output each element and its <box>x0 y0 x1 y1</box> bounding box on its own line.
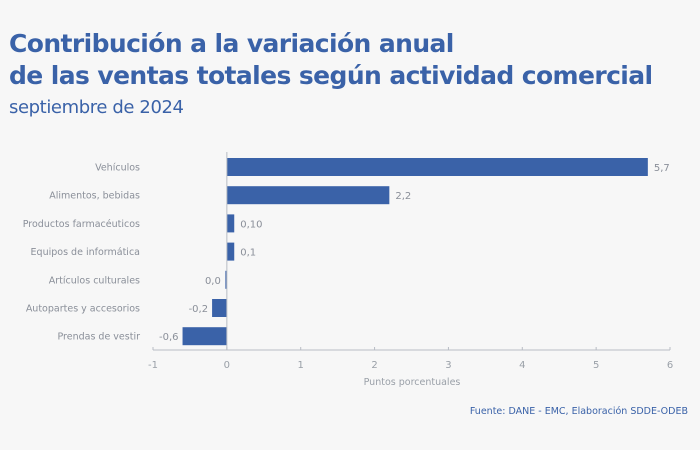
bar <box>182 327 227 346</box>
x-tick-label: 3 <box>445 360 451 371</box>
category-label: Autopartes y accesorios <box>26 304 140 315</box>
value-label: 2,2 <box>395 191 411 202</box>
category-label: Prendas de vestir <box>57 332 140 343</box>
bar <box>226 214 235 233</box>
bar <box>225 270 227 289</box>
x-tick-label: 0 <box>224 360 230 371</box>
bar <box>212 299 227 317</box>
x-tick-label: 4 <box>519 360 525 371</box>
category-label: Productos farmacéuticos <box>23 219 140 230</box>
bar <box>226 158 648 176</box>
bar <box>226 186 390 205</box>
x-tick-label: 6 <box>667 360 673 371</box>
bar <box>226 242 235 261</box>
x-tick-label: 5 <box>593 360 599 371</box>
chart-subtitle: septiembre de 2024 <box>9 97 184 118</box>
category-label: Artículos culturales <box>49 275 140 286</box>
title-line-1: Contribución a la variación anual <box>9 29 454 58</box>
source-note: Fuente: DANE - EMC, Elaboración SDDE-ODE… <box>469 406 688 417</box>
value-label: 0,1 <box>240 248 256 259</box>
title-line-2: de las ventas totales según actividad co… <box>9 61 653 90</box>
x-tick-label: -1 <box>148 360 158 371</box>
value-label: 0,10 <box>240 219 262 230</box>
value-label: 0,0 <box>205 276 221 287</box>
value-label: 5,7 <box>654 163 670 174</box>
value-label: -0,6 <box>159 332 179 343</box>
category-label: Vehículos <box>95 163 140 174</box>
chart-title: Contribución a la variación anual de las… <box>9 28 653 92</box>
x-tick-label: 1 <box>298 360 304 371</box>
x-axis-label: Puntos porcentuales <box>364 377 461 388</box>
value-label: -0,2 <box>189 304 209 315</box>
category-label: Alimentos, bebidas <box>49 191 140 202</box>
x-tick-label: 2 <box>371 360 377 371</box>
category-label: Equipos de informática <box>31 247 140 258</box>
